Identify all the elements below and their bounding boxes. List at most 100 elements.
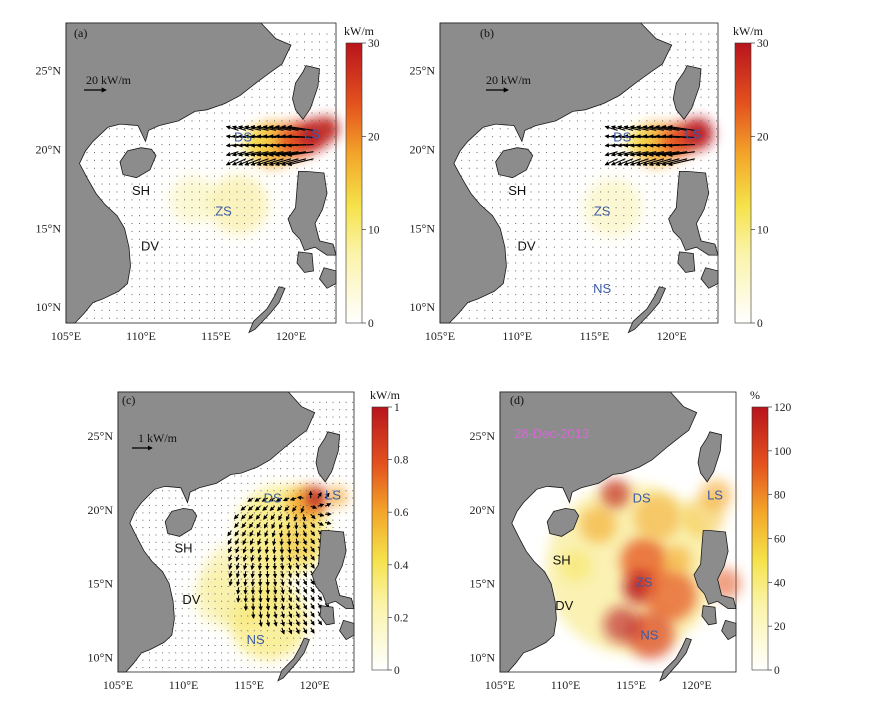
vector-dot: [576, 159, 578, 161]
vector-dot: [176, 278, 178, 280]
vector-dot: [546, 175, 548, 177]
vector-dot: [615, 309, 617, 311]
vector-dot: [168, 652, 170, 654]
vector-dot: [191, 167, 193, 169]
vector-dot: [546, 262, 548, 264]
flux-arrow: [302, 570, 307, 578]
vector-dot: [199, 254, 200, 256]
vector-dot: [148, 497, 150, 499]
vector-dot: [553, 159, 555, 161]
vector-dot: [273, 667, 275, 669]
place-label-zs: ZS: [594, 204, 611, 219]
vector-dot: [206, 151, 208, 153]
vector-dot: [646, 199, 648, 201]
colorbar-tick-label: 80: [774, 490, 786, 502]
vector-dot: [253, 482, 255, 484]
flux-arrow: [255, 505, 261, 511]
vector-dot: [296, 317, 298, 319]
vector-dot: [109, 136, 110, 138]
vector-dot: [234, 556, 236, 558]
vector-dot: [274, 215, 275, 217]
vector-dot: [306, 622, 308, 624]
vector-dot: [311, 294, 313, 296]
vector-dot: [592, 183, 594, 185]
vector-dot: [296, 270, 298, 272]
vector-dot: [109, 207, 110, 209]
vector-dot: [325, 644, 327, 646]
vector-dot: [188, 652, 190, 654]
vector-dot: [546, 136, 548, 138]
vector-dot: [188, 637, 190, 639]
vector-dot: [253, 630, 255, 632]
vector-dot: [326, 80, 328, 82]
vector-dot: [296, 33, 298, 35]
vector-dot: [507, 246, 509, 248]
flux-arrow: [240, 505, 247, 511]
vector-dot: [623, 301, 625, 303]
vector-dot: [273, 556, 275, 558]
vector-dot: [259, 175, 260, 177]
vector-dot: [221, 136, 223, 138]
vector-dot: [281, 207, 283, 209]
vector-dot: [221, 563, 223, 565]
vector-dot: [289, 73, 290, 75]
flux-arrow: [295, 603, 300, 611]
vector-dot: [669, 41, 671, 43]
vector-dot: [492, 309, 494, 311]
vector-dot: [492, 301, 494, 303]
vector-dot: [181, 652, 183, 654]
vector-dot: [201, 549, 203, 551]
vector-dot: [352, 438, 354, 440]
vector-dot: [191, 262, 193, 264]
vector-dot: [253, 534, 255, 536]
vector-dot: [692, 41, 694, 43]
vector-dot: [569, 262, 571, 264]
vector-dot: [476, 309, 478, 311]
vector-dot: [507, 191, 509, 193]
vector-dot: [334, 294, 335, 296]
vector-dot: [631, 301, 633, 303]
vector-dot: [546, 309, 548, 311]
lon-tick-label: 115°E: [616, 678, 646, 692]
vector-dot: [221, 112, 223, 114]
colorbar-tick-label: 120: [774, 402, 792, 414]
vector-dot: [484, 159, 486, 161]
lon-tick-label: 110°E: [126, 329, 156, 343]
vector-dot: [207, 549, 209, 551]
vector-dot: [661, 96, 663, 98]
lat-tick-label: 25°N: [410, 63, 436, 77]
vector-dot: [584, 120, 586, 122]
vector-dot: [615, 183, 617, 185]
vector-dot: [199, 309, 200, 311]
vector-dot: [124, 215, 125, 217]
vector-dot: [592, 301, 594, 303]
vector-dot: [669, 80, 671, 82]
vector-dot: [312, 446, 314, 448]
vector-dot: [530, 159, 532, 161]
vector-dot: [199, 199, 200, 201]
vector-dot: [259, 286, 260, 288]
vector-dot: [561, 270, 563, 272]
vector-dot: [600, 254, 602, 256]
vector-dot: [253, 608, 255, 610]
vector-dot: [146, 254, 148, 256]
vector-dot: [289, 238, 290, 240]
vector-dot: [522, 238, 524, 240]
vector-dot: [221, 578, 223, 580]
vector-dot: [677, 238, 679, 240]
vector-dot: [155, 519, 157, 521]
vector-dot: [253, 652, 255, 654]
vector-dot: [623, 191, 625, 193]
flux-arrow: [655, 124, 680, 131]
vector-dot: [155, 512, 157, 514]
vector-dot: [139, 270, 140, 272]
vector-dot: [199, 317, 200, 319]
vector-dot: [692, 112, 694, 114]
flux-arrow: [264, 538, 269, 546]
vector-dot: [461, 167, 463, 169]
vector-dot: [274, 207, 275, 209]
vector-dot: [201, 586, 203, 588]
vector-dot: [584, 167, 586, 169]
vector-dot: [286, 637, 288, 639]
vector-dot: [124, 175, 125, 177]
